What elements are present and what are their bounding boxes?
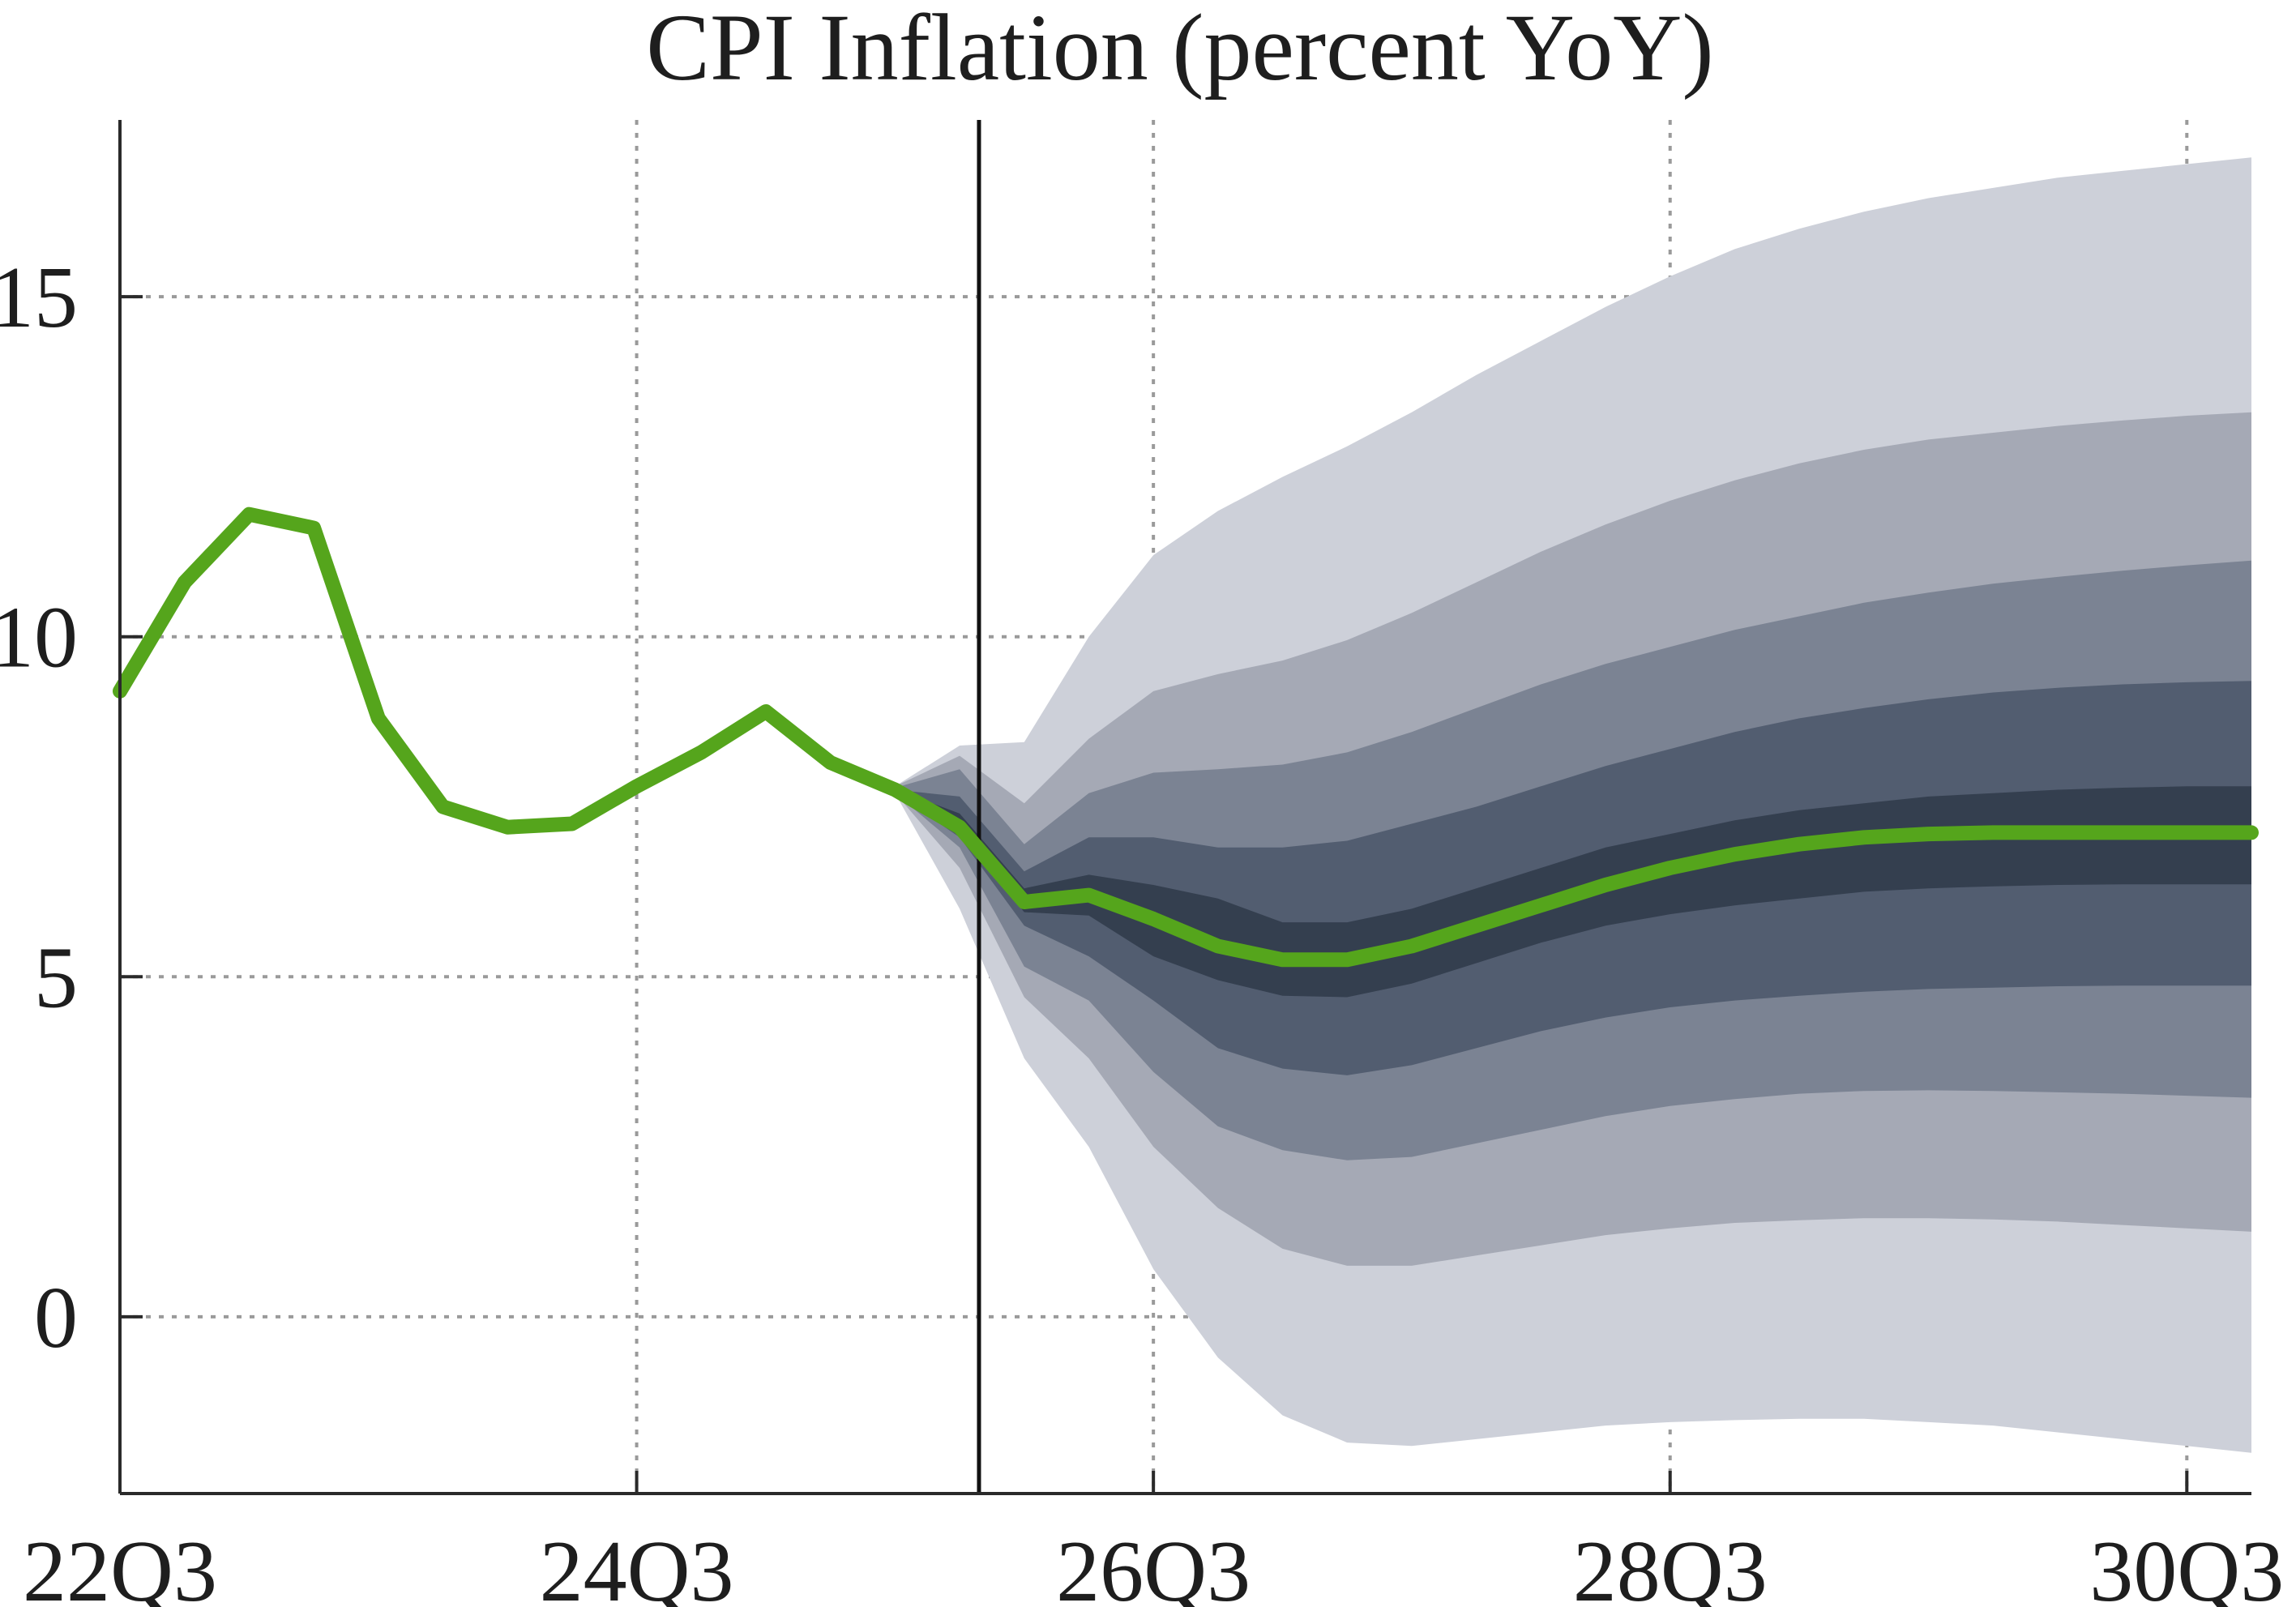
x-tick-label-3: 28Q3 [1573,1524,1768,1607]
x-tick-label-2: 26Q3 [1056,1524,1251,1607]
y-tick-label-3: 15 [0,250,78,346]
x-tick-label-1: 24Q3 [540,1524,734,1607]
x-tick-label-4: 30Q3 [2089,1524,2284,1607]
chart-title: CPI Inflation (percent YoY) [646,0,1713,100]
y-tick-label-2: 10 [0,590,78,686]
y-tick-label-0: 0 [34,1270,78,1366]
y-tick-label-1: 5 [34,930,78,1026]
series-line [113,506,2259,968]
fan-bands [895,157,2251,1453]
x-tick-label-0: 22Q3 [23,1524,217,1607]
y-axis-ticks: 0 5 10 15 [0,250,143,1366]
x-axis-ticks: 22Q3 24Q3 26Q3 28Q3 30Q3 [23,1471,2284,1607]
axes [118,120,2251,1495]
series-layer [113,506,2259,968]
